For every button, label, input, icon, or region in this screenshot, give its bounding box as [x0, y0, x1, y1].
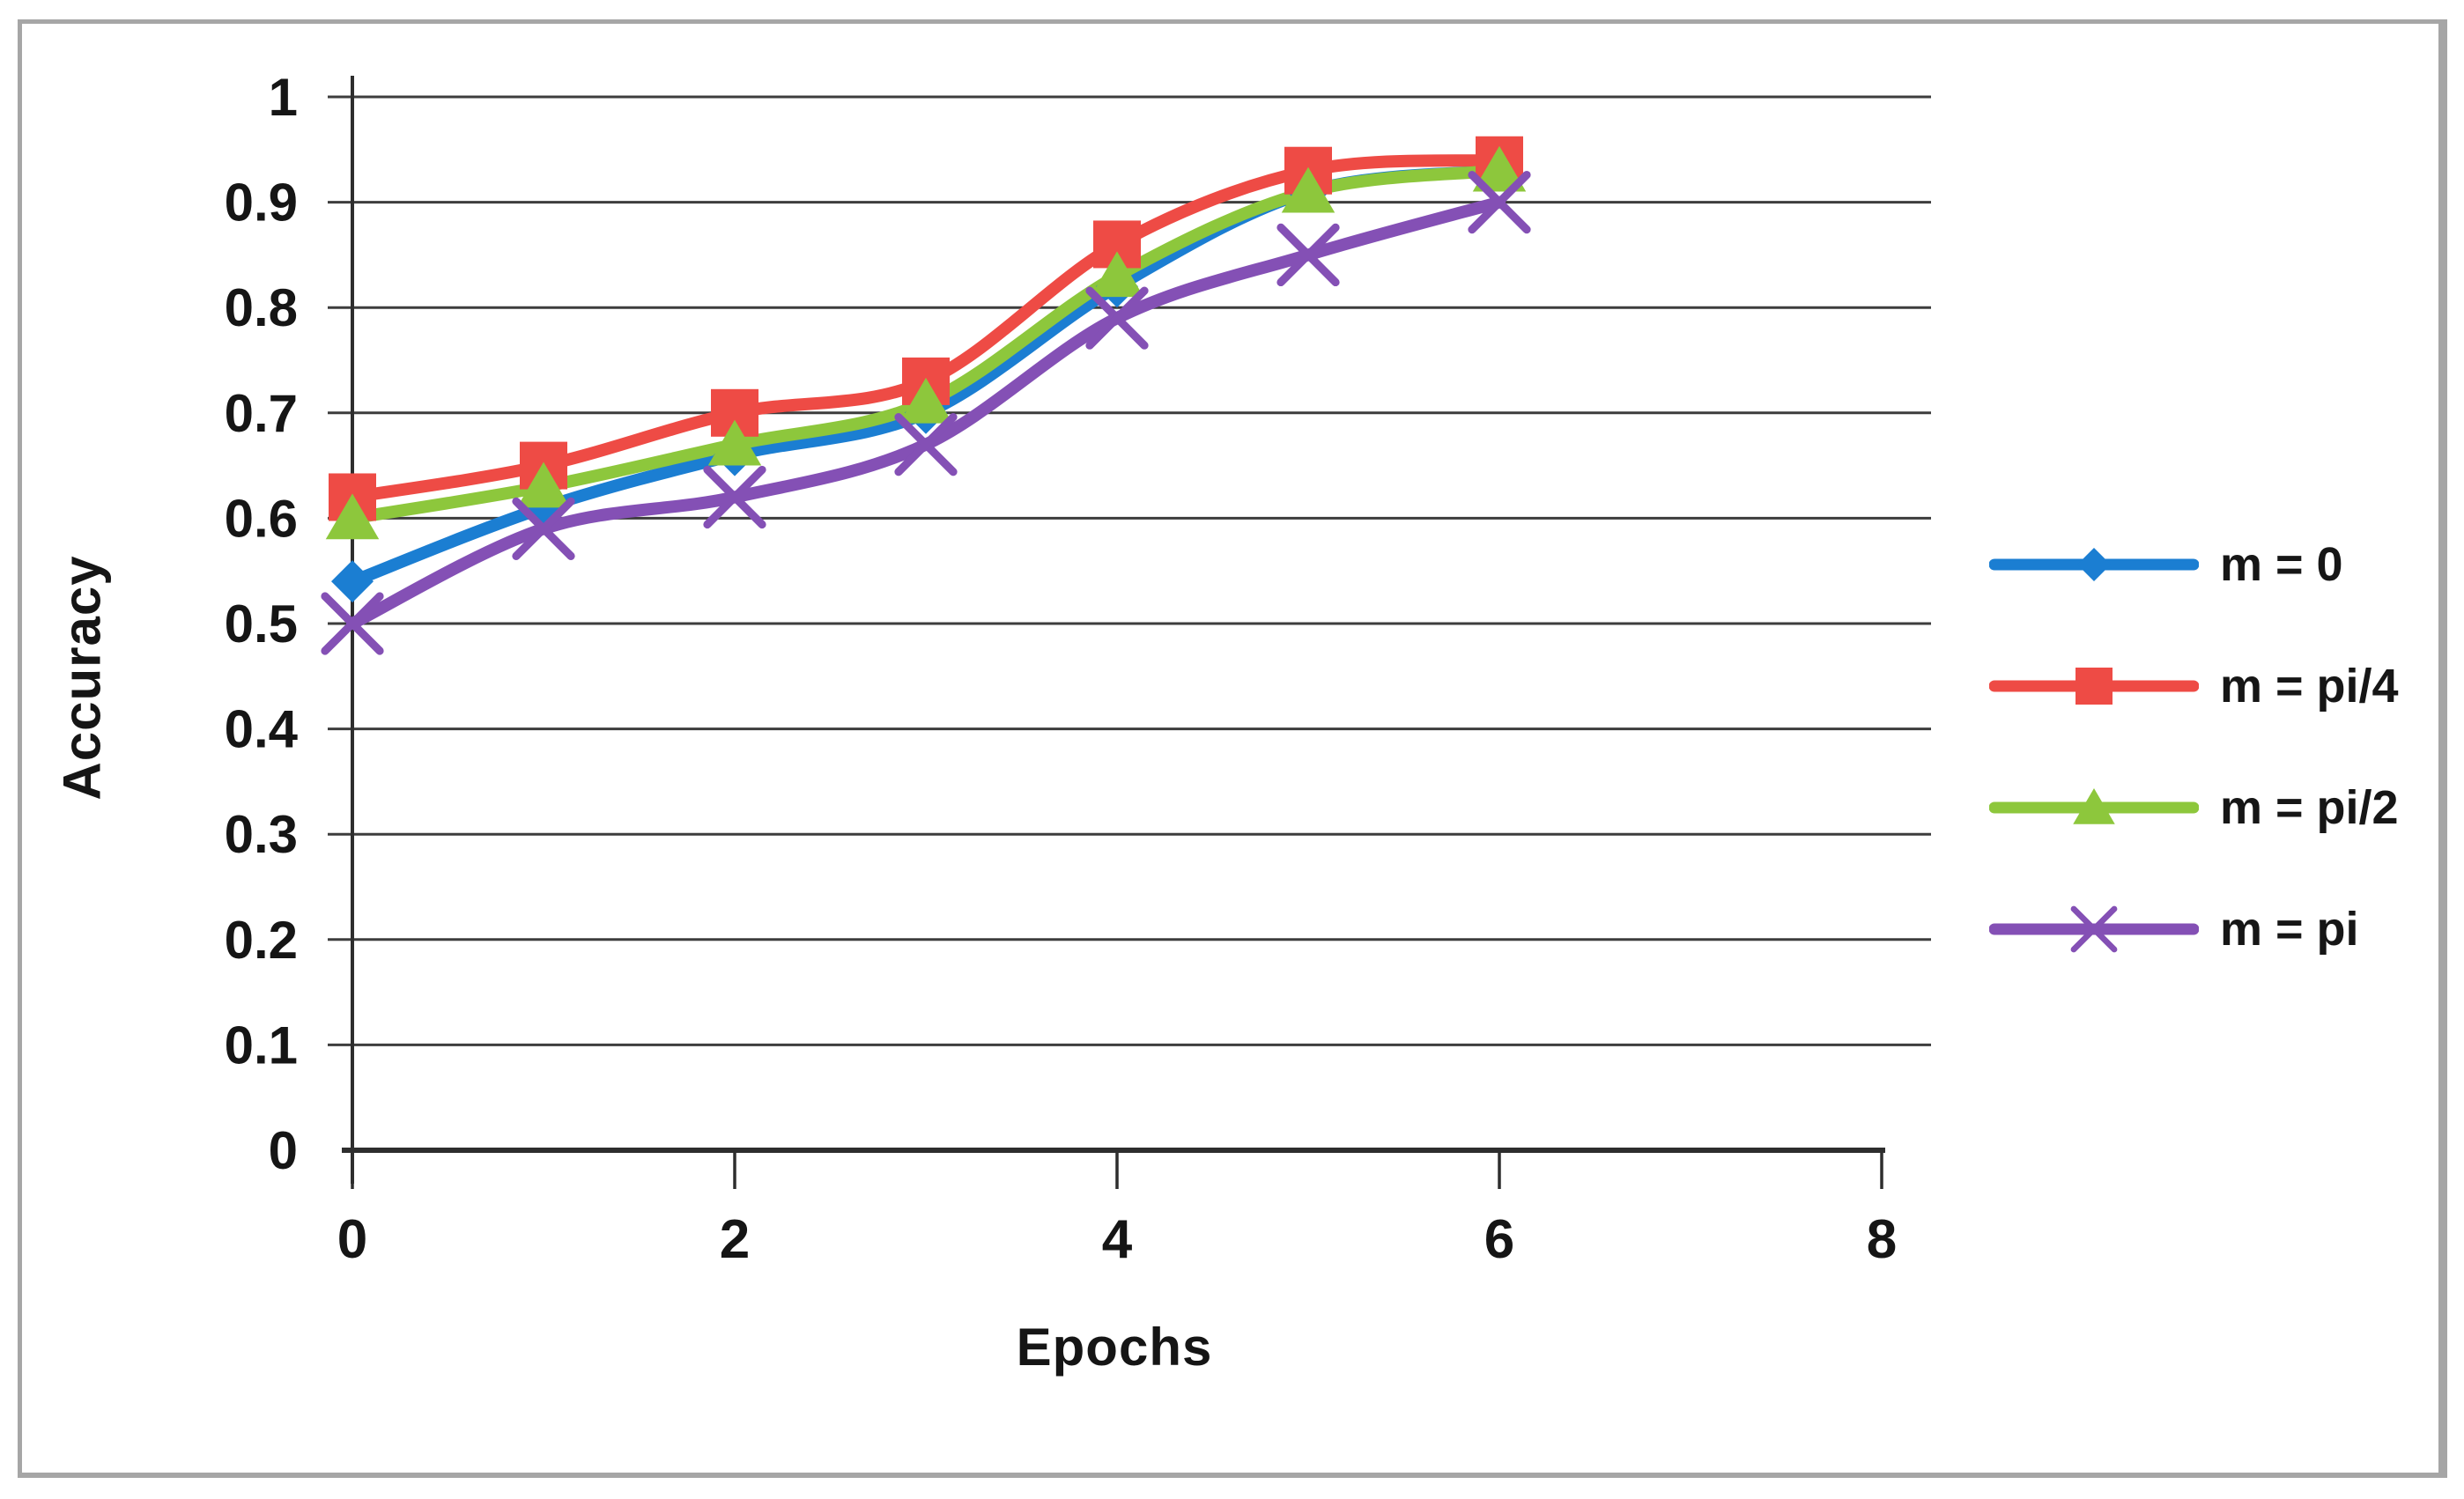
- data-point-marker: [321, 592, 384, 655]
- x-tick-label: 8: [1867, 1209, 1897, 1270]
- y-tick-label: 1: [269, 68, 298, 127]
- data-point-marker: [1085, 286, 1149, 350]
- x-axis-title: Epochs: [1016, 1318, 1213, 1377]
- legend-label: m = 0: [2220, 538, 2343, 591]
- y-tick-label: 0.2: [225, 911, 298, 970]
- data-point-marker: [707, 419, 762, 466]
- data-point-marker: [2076, 668, 2113, 705]
- data-point-marker: [703, 465, 766, 529]
- y-tick-label: 0.1: [225, 1015, 298, 1074]
- legend-item: m = pi: [1989, 891, 2359, 967]
- y-tick-label: 0.6: [225, 489, 298, 548]
- y-tick-label: 0.3: [225, 805, 298, 864]
- data-point-marker: [1468, 170, 1531, 234]
- data-point-marker: [2070, 905, 2118, 953]
- y-axis-title: Accuracy: [52, 555, 112, 801]
- data-point-marker: [2073, 788, 2115, 824]
- legend-swatch-x-icon: [1989, 905, 2199, 953]
- data-point-marker: [512, 497, 575, 560]
- y-tick-label: 0.8: [225, 278, 298, 337]
- legend-label: m = pi/4: [2220, 660, 2399, 713]
- data-point-marker: [325, 493, 380, 540]
- data-point-marker: [1472, 145, 1527, 192]
- legend-label: m = pi/2: [2220, 781, 2399, 834]
- y-tick-label: 0: [269, 1121, 298, 1180]
- legend-swatch-diamond-icon: [1989, 548, 2199, 581]
- data-point-marker: [1276, 223, 1340, 287]
- data-point-marker: [331, 560, 374, 603]
- y-tick-label: 0.5: [225, 594, 298, 654]
- y-tick-label: 0.9: [225, 174, 298, 233]
- y-tick-label: 0.4: [225, 700, 299, 759]
- data-point-marker: [899, 377, 953, 424]
- x-tick-label: 0: [337, 1209, 367, 1270]
- data-point-marker: [894, 413, 958, 476]
- data-point-marker: [1090, 251, 1144, 298]
- legend-swatch-triangle-icon: [1989, 788, 2199, 824]
- x-tick-label: 2: [720, 1209, 750, 1270]
- data-point-marker: [1281, 166, 1336, 213]
- legend-item: m = pi/4: [1989, 648, 2399, 724]
- chart-frame: [18, 19, 2447, 1478]
- x-tick-label: 4: [1102, 1209, 1133, 1270]
- legend-swatch-square-icon: [1989, 668, 2199, 705]
- legend-label: m = pi: [2220, 903, 2359, 956]
- x-tick-label: 6: [1484, 1209, 1514, 1270]
- legend-item: m = 0: [1989, 527, 2343, 602]
- data-point-marker: [2077, 548, 2111, 581]
- y-tick-label: 0.7: [225, 384, 298, 443]
- legend-item: m = pi/2: [1989, 770, 2399, 845]
- data-point-marker: [516, 462, 571, 508]
